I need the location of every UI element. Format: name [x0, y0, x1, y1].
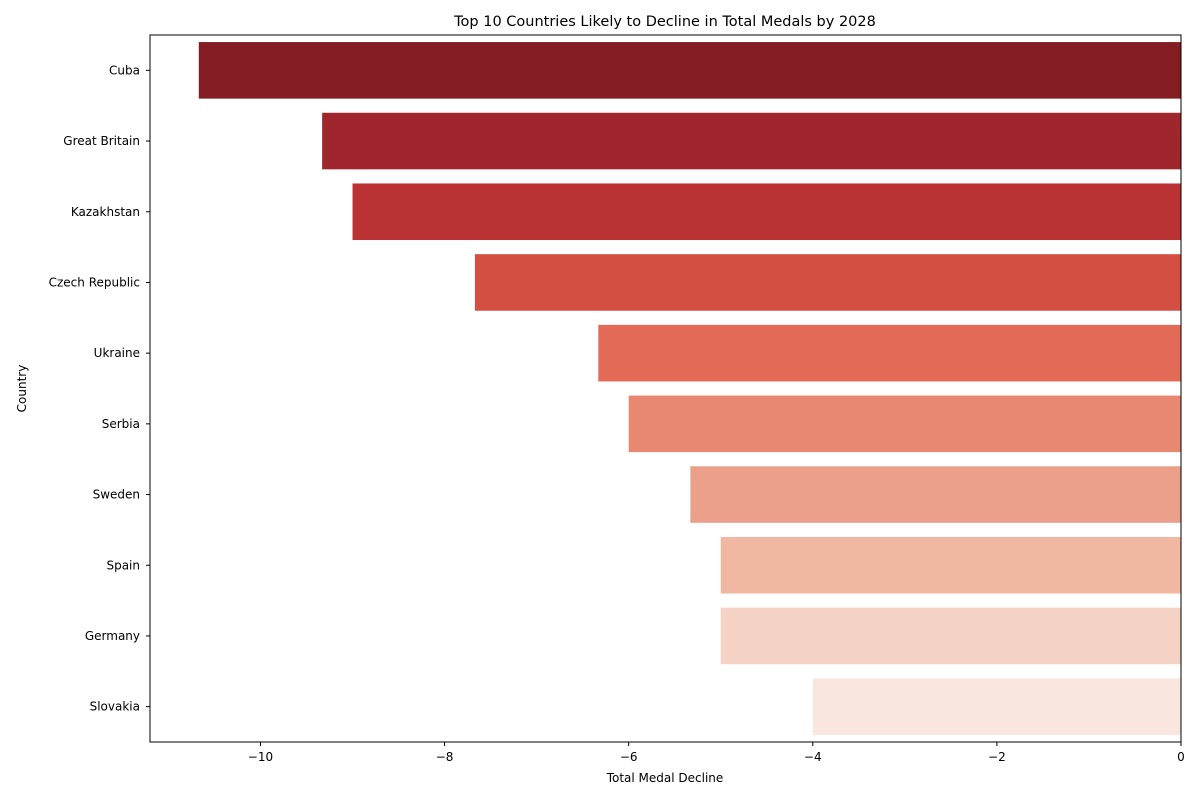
y-tick-label: Slovakia [90, 700, 140, 714]
y-tick-label: Spain [106, 558, 140, 572]
y-axis-ticks: Cuba Great Britain Kazakhstan Czech Republi… [49, 63, 150, 714]
y-axis-label: Country [15, 365, 29, 413]
bar-slovakia [812, 678, 1181, 735]
y-tick-label: Sweden [93, 488, 140, 502]
y-tick-label: Cuba [109, 63, 140, 77]
y-tick-label: Great Britain [63, 134, 140, 148]
x-tick-label: 0 [1177, 750, 1185, 764]
bar-germany [720, 607, 1181, 665]
bar-great-britain [322, 112, 1182, 170]
chart-title: Top 10 Countries Likely to Decline in To… [453, 14, 876, 30]
bar-spain [720, 536, 1181, 594]
x-axis-ticks: −10 −8 −6 −4 −2 0 [248, 742, 1185, 764]
x-axis-label: Total Medal Decline [606, 771, 724, 785]
x-tick-label: −8 [436, 750, 454, 764]
y-tick-label: Ukraine [94, 346, 140, 360]
bar-serbia [628, 395, 1181, 453]
bar-ukraine [598, 324, 1181, 382]
bar-kazakhstan [352, 183, 1182, 241]
bars-group [198, 42, 1182, 735]
bar-cuba [198, 42, 1181, 99]
y-tick-label: Czech Republic [49, 275, 140, 289]
x-tick-label: −10 [248, 750, 273, 764]
bar-czech-republic [474, 254, 1181, 311]
x-tick-label: −6 [620, 750, 638, 764]
bar-sweden [690, 466, 1181, 523]
y-tick-label: Serbia [102, 417, 140, 431]
x-tick-label: −2 [988, 750, 1006, 764]
y-tick-label: Germany [85, 629, 140, 643]
x-tick-label: −4 [804, 750, 822, 764]
y-tick-label: Kazakhstan [71, 205, 140, 219]
plot-frame [149, 34, 1182, 743]
